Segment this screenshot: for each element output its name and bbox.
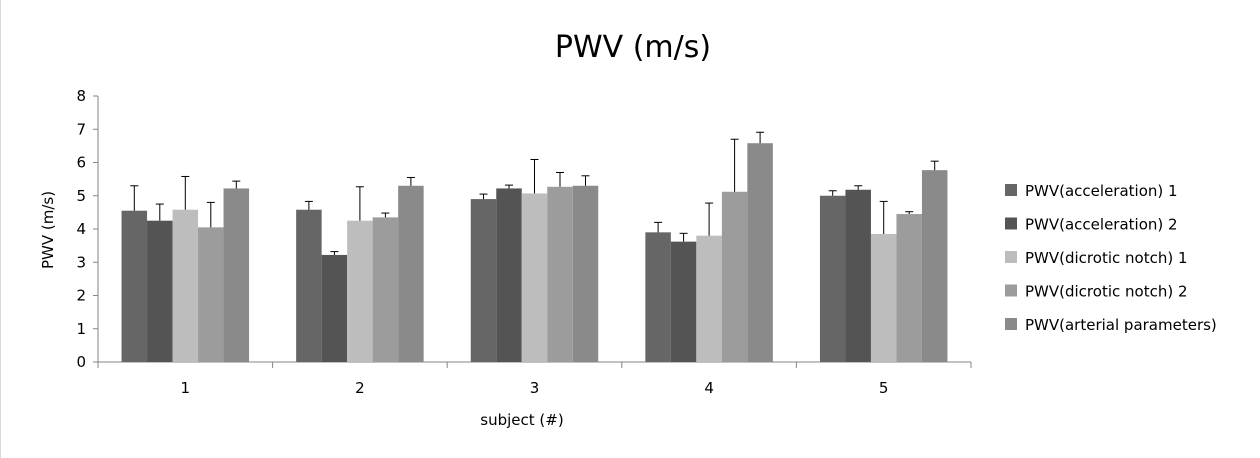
legend-swatch <box>1005 251 1017 263</box>
y-tick-label: 4 <box>76 220 86 238</box>
y-tick-label: 5 <box>76 187 86 205</box>
x-tick-label: 5 <box>879 379 889 397</box>
bar <box>547 186 573 362</box>
x-tick-label: 2 <box>355 379 365 397</box>
x-tick-label: 4 <box>704 379 714 397</box>
bar <box>223 188 250 362</box>
bar <box>398 185 424 362</box>
y-tick-label: 7 <box>76 120 86 138</box>
legend-label: PWV(dicrotic notch) 1 <box>1025 249 1188 267</box>
y-tick-label: 2 <box>76 287 86 305</box>
bar <box>721 191 748 362</box>
bar <box>921 170 948 362</box>
y-tick-label: 3 <box>76 253 86 271</box>
legend-label: PWV(acceleration) 2 <box>1025 216 1178 234</box>
bar <box>296 209 322 362</box>
legend-label: PWV(dicrotic notch) 2 <box>1025 283 1188 301</box>
bar <box>819 195 846 362</box>
bar <box>696 235 722 362</box>
bar <box>870 233 897 362</box>
y-tick-label: 6 <box>76 154 86 172</box>
bar <box>470 199 497 362</box>
legend-swatch <box>1005 318 1017 330</box>
bar <box>645 232 671 362</box>
plot-area: 0 1 2 3 4 5 6 7 8 1 2 3 4 5 <box>76 87 972 397</box>
bar <box>670 241 697 362</box>
bar <box>845 189 871 362</box>
legend-swatch <box>1005 284 1017 297</box>
bar <box>496 188 522 362</box>
x-tick-label: 3 <box>530 379 540 397</box>
chart-title: PWV (m/s) <box>555 30 711 65</box>
bar <box>321 254 348 362</box>
bar <box>372 217 399 362</box>
legend-swatch <box>1005 217 1017 230</box>
bar <box>347 220 373 362</box>
y-axis-title: PWV (m/s) <box>39 191 57 269</box>
bar <box>147 220 173 362</box>
bar <box>572 185 599 362</box>
bar <box>521 193 548 362</box>
legend-label: PWV(acceleration) 1 <box>1025 182 1178 200</box>
x-tick-label: 1 <box>181 379 191 397</box>
bar <box>747 143 773 362</box>
y-tick-label: 0 <box>76 353 86 371</box>
y-tick-label: 1 <box>76 320 86 338</box>
legend: PWV(acceleration) 1 PWV(acceleration) 2 PW… <box>1005 182 1217 334</box>
y-tick-label: 8 <box>76 87 86 105</box>
bar <box>198 227 224 362</box>
bar <box>172 209 199 362</box>
legend-label: PWV(arterial parameters) <box>1025 316 1217 334</box>
bar <box>896 214 922 362</box>
legend-swatch <box>1005 184 1017 196</box>
x-axis-title: subject (#) <box>480 411 563 429</box>
bar <box>121 210 148 362</box>
